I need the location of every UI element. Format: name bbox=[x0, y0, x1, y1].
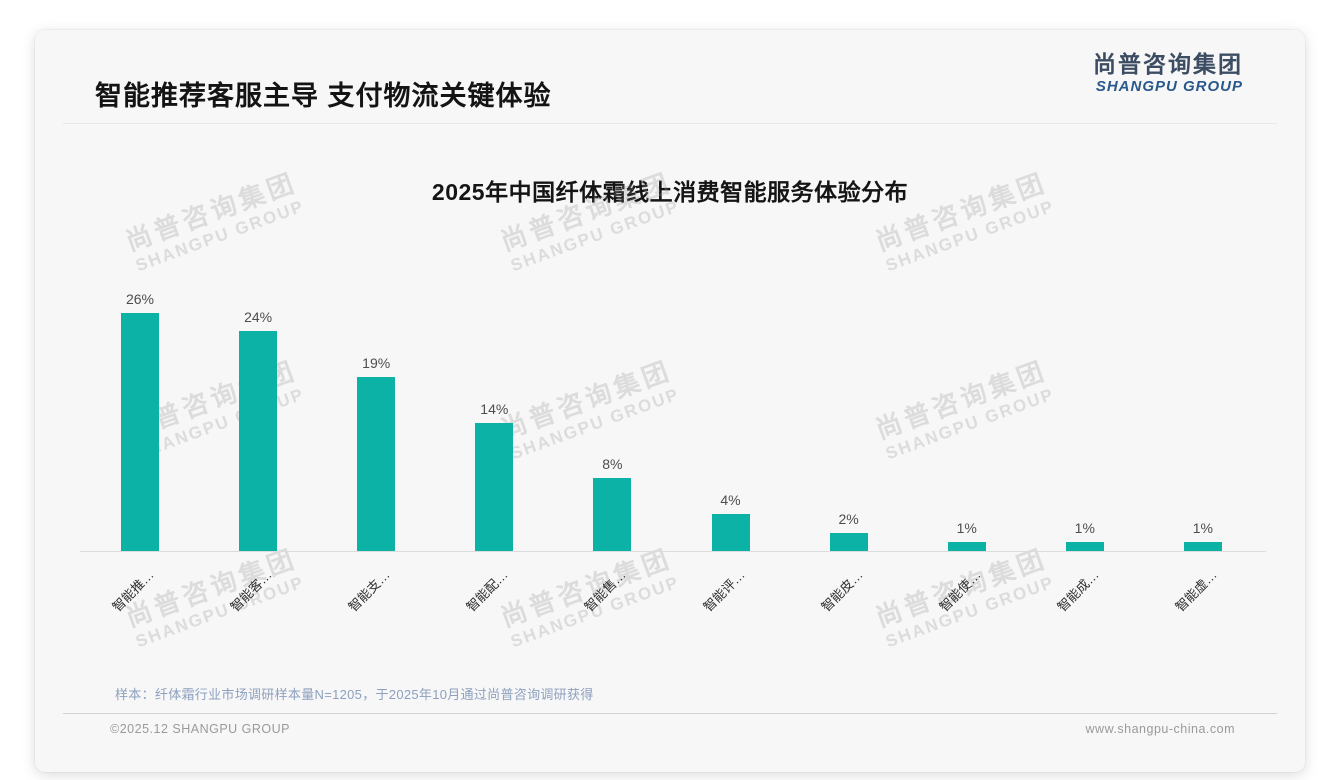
bar-智能推… bbox=[121, 313, 159, 551]
page-title: 智能推荐客服主导 支付物流关键体验 bbox=[95, 81, 552, 111]
x-axis-label: 智能售… bbox=[581, 567, 630, 615]
bar-value-label: 14% bbox=[480, 401, 509, 417]
report-card: 智能推荐客服主导 支付物流关键体验 尚普咨询集团 SHANGPU GROUP 2… bbox=[35, 30, 1305, 772]
bar-智能评… bbox=[711, 514, 750, 551]
x-axis-line bbox=[80, 551, 1266, 552]
logo-chinese-text: 尚普咨询集团 bbox=[1093, 51, 1243, 77]
bar-value-label: 1% bbox=[1074, 520, 1095, 536]
x-axis-label: 智能虚… bbox=[1172, 567, 1220, 615]
bar-智能成… bbox=[1065, 542, 1104, 551]
chart-title: 2025年中国纤体霜线上消费智能服务体验分布 bbox=[431, 179, 909, 205]
x-axis-label: 智能支… bbox=[345, 567, 393, 615]
bar-智能虚… bbox=[1183, 542, 1222, 551]
x-axis-label: 智能配… bbox=[463, 567, 512, 615]
bar-智能皮… bbox=[829, 533, 868, 551]
footer-website-link[interactable]: www.shangpu-china.com bbox=[1085, 722, 1235, 736]
header-divider bbox=[63, 123, 1277, 124]
logo-english-text: SHANGPU GROUP bbox=[1095, 78, 1243, 96]
bar-value-label: 1% bbox=[956, 520, 977, 536]
company-logo: 尚普咨询集团 SHANGPU GROUP bbox=[1093, 51, 1243, 96]
x-axis-label: 智能客… bbox=[227, 567, 275, 615]
x-axis-label: 智能使… bbox=[936, 567, 984, 615]
sample-note: 样本：纤体霜行业市场调研样本量N=1205，于2025年10月通过尚普咨询调研获… bbox=[115, 687, 594, 702]
bar-value-label: 4% bbox=[720, 492, 741, 508]
bar-智能支… bbox=[357, 377, 396, 551]
footer-copyright: ©2025.12 SHANGPU GROUP bbox=[110, 722, 290, 736]
x-axis-label: 智能推… bbox=[109, 567, 157, 615]
bar-value-label: 19% bbox=[362, 355, 391, 371]
x-axis-label: 智能皮… bbox=[817, 567, 866, 615]
bar-value-label: 26% bbox=[125, 291, 155, 307]
x-axis-label: 智能评… bbox=[699, 567, 748, 615]
bar-chart-plot: 26% 智能推… 24% 智能客… 19% 智能支… 14% 智能配… 8% 智能售… 4% 智能评…… bbox=[35, 30, 1305, 772]
bar-智能使… bbox=[947, 542, 986, 551]
x-axis-label: 智能成… bbox=[1054, 567, 1102, 615]
bar-value-label: 1% bbox=[1192, 520, 1213, 536]
footer-divider bbox=[63, 713, 1277, 714]
bar-value-label: 2% bbox=[838, 511, 859, 527]
bar-value-label: 8% bbox=[602, 456, 623, 472]
bar-value-label: 24% bbox=[244, 309, 273, 325]
bar-智能客… bbox=[239, 331, 278, 551]
bar-智能售… bbox=[593, 478, 632, 551]
bar-智能配… bbox=[475, 423, 514, 551]
